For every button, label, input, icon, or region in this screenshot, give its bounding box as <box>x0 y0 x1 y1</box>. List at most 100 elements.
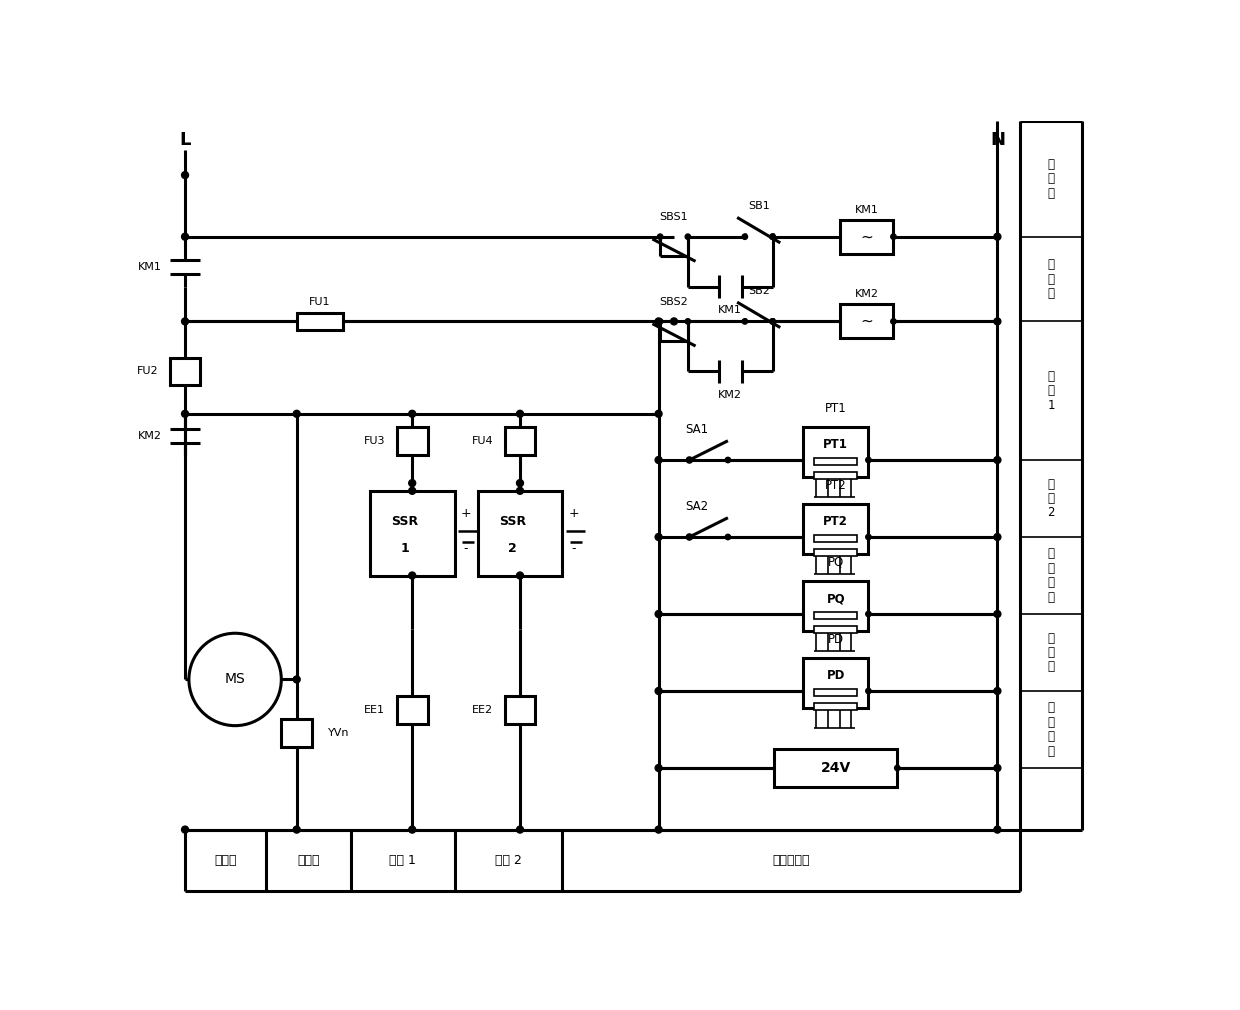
FancyBboxPatch shape <box>815 472 857 480</box>
Circle shape <box>994 688 1001 695</box>
FancyBboxPatch shape <box>815 534 857 542</box>
Circle shape <box>686 319 691 324</box>
Text: -: - <box>464 542 469 556</box>
Circle shape <box>293 410 300 417</box>
Text: 温
控
2: 温 控 2 <box>1048 478 1055 519</box>
FancyBboxPatch shape <box>774 748 898 787</box>
Text: ~: ~ <box>861 229 873 244</box>
Circle shape <box>894 766 900 771</box>
Text: 阀门组: 阀门组 <box>298 853 320 867</box>
Circle shape <box>686 457 692 463</box>
Circle shape <box>188 633 281 725</box>
Text: KM1: KM1 <box>138 262 162 272</box>
Text: L: L <box>180 131 191 149</box>
FancyBboxPatch shape <box>505 696 536 724</box>
Circle shape <box>181 172 188 179</box>
Text: KM2: KM2 <box>718 390 743 400</box>
FancyBboxPatch shape <box>505 427 536 454</box>
Circle shape <box>517 410 523 417</box>
Text: EE1: EE1 <box>365 705 386 715</box>
Text: 电炉 1: 电炉 1 <box>389 853 415 867</box>
Text: SSR: SSR <box>391 515 418 528</box>
Text: 1: 1 <box>401 542 409 556</box>
FancyBboxPatch shape <box>397 696 428 724</box>
Text: SA1: SA1 <box>686 423 709 435</box>
Circle shape <box>657 234 663 239</box>
Text: PD: PD <box>827 632 843 645</box>
Text: SBS1: SBS1 <box>660 212 688 222</box>
Text: SB1: SB1 <box>748 201 770 211</box>
Circle shape <box>655 410 662 417</box>
Text: PT2: PT2 <box>823 515 848 528</box>
Text: PT1: PT1 <box>823 438 848 451</box>
Text: PQ: PQ <box>826 592 844 605</box>
Circle shape <box>890 319 897 324</box>
FancyBboxPatch shape <box>839 304 894 338</box>
Text: N: N <box>990 131 1004 149</box>
Circle shape <box>517 480 523 487</box>
Circle shape <box>671 318 677 325</box>
Text: KM1: KM1 <box>854 205 878 215</box>
Circle shape <box>743 319 748 324</box>
FancyBboxPatch shape <box>815 612 857 619</box>
Circle shape <box>725 458 730 463</box>
Circle shape <box>994 610 1001 617</box>
Circle shape <box>866 611 872 617</box>
FancyBboxPatch shape <box>815 625 857 633</box>
FancyBboxPatch shape <box>804 504 868 554</box>
Text: -: - <box>572 542 577 556</box>
Circle shape <box>181 826 188 833</box>
Text: 24V: 24V <box>821 761 851 775</box>
Circle shape <box>409 480 415 487</box>
Text: 露
点
仪: 露 点 仪 <box>1048 631 1055 674</box>
Text: FU3: FU3 <box>363 435 386 445</box>
Circle shape <box>994 826 1001 833</box>
Text: 电炉 2: 电炉 2 <box>495 853 522 867</box>
Circle shape <box>655 457 662 464</box>
Text: 显示与控制: 显示与控制 <box>773 853 810 867</box>
Circle shape <box>686 234 691 239</box>
Circle shape <box>994 233 1001 240</box>
Circle shape <box>655 688 662 695</box>
Circle shape <box>770 234 775 239</box>
Text: PD: PD <box>827 669 844 682</box>
Text: KM2: KM2 <box>854 290 878 299</box>
Circle shape <box>686 534 692 540</box>
FancyBboxPatch shape <box>815 458 857 466</box>
Circle shape <box>657 319 663 324</box>
FancyBboxPatch shape <box>170 358 201 385</box>
Circle shape <box>770 319 775 324</box>
Circle shape <box>994 457 1001 464</box>
Text: 真
空
泵: 真 空 泵 <box>1048 258 1055 300</box>
FancyBboxPatch shape <box>281 719 312 747</box>
Text: SSR: SSR <box>498 515 526 528</box>
Circle shape <box>994 533 1001 540</box>
Text: +: + <box>569 507 579 520</box>
FancyBboxPatch shape <box>804 659 868 708</box>
Text: KM2: KM2 <box>138 431 162 441</box>
Text: YVn: YVn <box>327 728 348 738</box>
Circle shape <box>181 410 188 417</box>
Text: 总
电
源: 总 电 源 <box>1048 158 1055 200</box>
Circle shape <box>994 318 1001 325</box>
Circle shape <box>409 572 415 579</box>
Circle shape <box>770 319 775 324</box>
Circle shape <box>181 233 188 240</box>
Circle shape <box>409 488 415 494</box>
Circle shape <box>293 826 300 833</box>
Circle shape <box>866 458 872 463</box>
Circle shape <box>655 610 662 617</box>
Text: MS: MS <box>224 673 246 687</box>
Text: PT1: PT1 <box>825 402 847 414</box>
Circle shape <box>866 688 872 694</box>
Text: FU2: FU2 <box>136 367 159 377</box>
Circle shape <box>890 234 897 239</box>
Text: SBS2: SBS2 <box>660 297 688 307</box>
FancyBboxPatch shape <box>839 220 894 254</box>
Text: KM1: KM1 <box>718 305 743 315</box>
FancyBboxPatch shape <box>296 313 343 330</box>
Text: FU1: FU1 <box>309 297 331 307</box>
Circle shape <box>994 765 1001 772</box>
Text: PT2: PT2 <box>825 479 847 492</box>
Circle shape <box>409 410 415 417</box>
